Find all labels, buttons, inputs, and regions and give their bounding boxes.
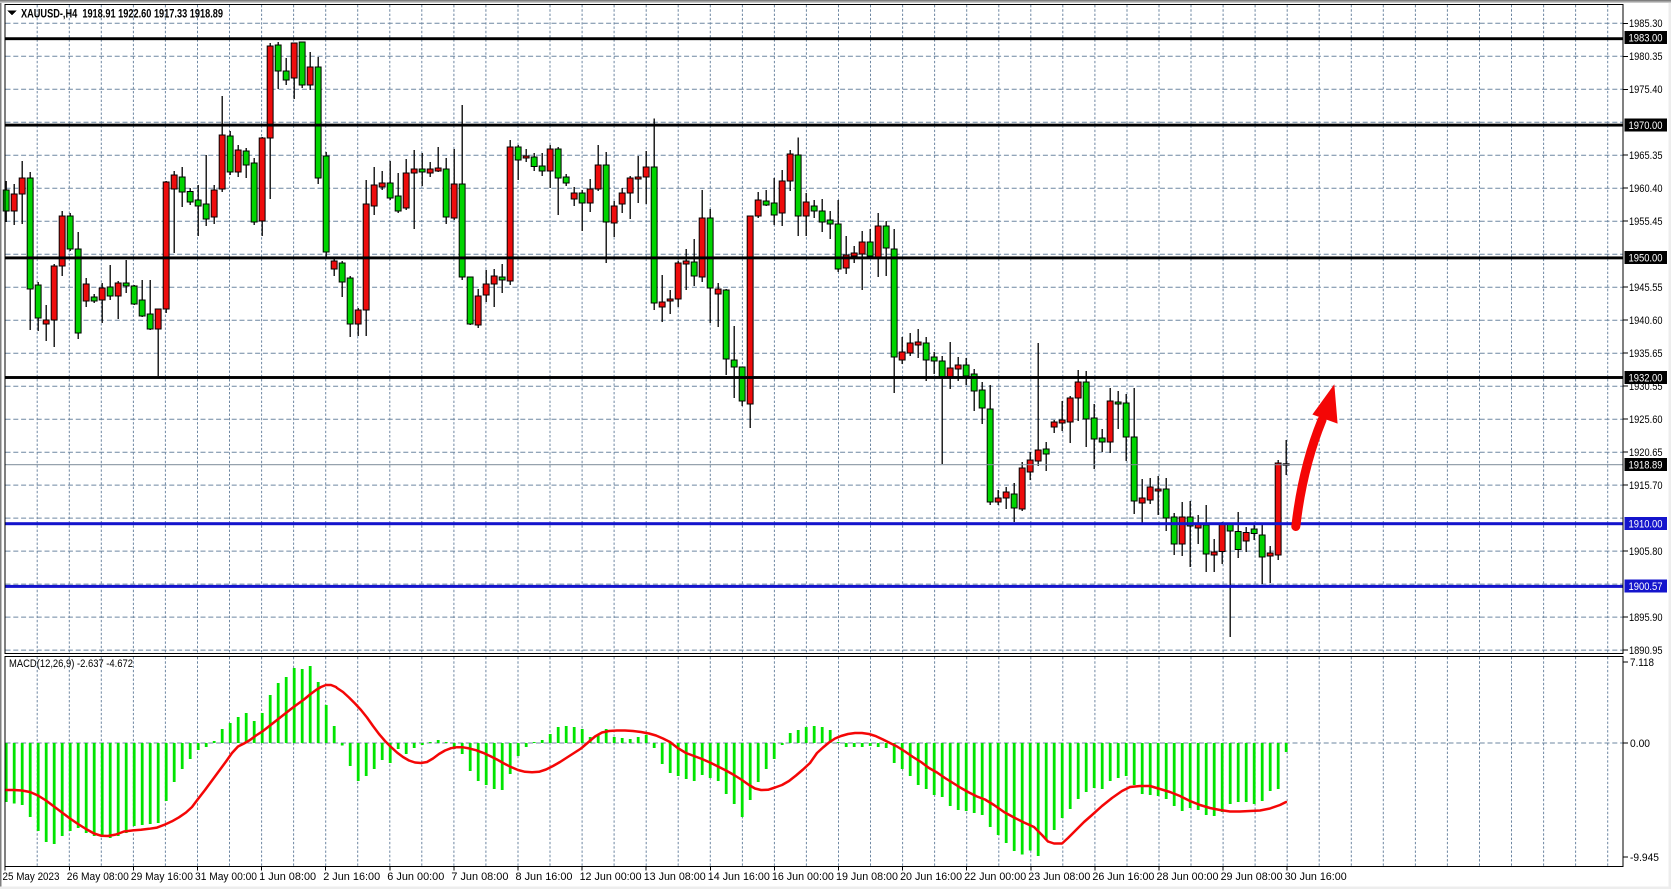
svg-text:1 Jun 08:00: 1 Jun 08:00: [259, 871, 316, 883]
svg-text:1932.00: 1932.00: [1629, 372, 1663, 384]
svg-text:1910.00: 1910.00: [1629, 519, 1663, 531]
svg-text:1935.65: 1935.65: [1629, 348, 1663, 360]
svg-text:29 Jun 08:00: 29 Jun 08:00: [1221, 871, 1283, 883]
svg-text:26 May 08:00: 26 May 08:00: [67, 871, 129, 883]
svg-text:XAUUSD-,H4 1918.91 1922.60 19: XAUUSD-,H4 1918.91 1922.60 1917.33 1918.…: [21, 9, 223, 21]
svg-text:1975.40: 1975.40: [1629, 84, 1663, 96]
svg-text:13 Jun 08:00: 13 Jun 08:00: [644, 871, 706, 883]
svg-text:14 Jun 16:00: 14 Jun 16:00: [708, 871, 770, 883]
svg-text:1918.89: 1918.89: [1629, 460, 1663, 472]
svg-text:-9.945: -9.945: [1630, 852, 1659, 864]
svg-text:12 Jun 00:00: 12 Jun 00:00: [580, 871, 642, 883]
svg-text:31 May 00:00: 31 May 00:00: [195, 871, 257, 883]
svg-text:25 May 2023: 25 May 2023: [3, 871, 60, 883]
svg-text:8 Jun 16:00: 8 Jun 16:00: [516, 871, 573, 883]
svg-text:20 Jun 16:00: 20 Jun 16:00: [900, 871, 962, 883]
svg-text:1970.00: 1970.00: [1629, 120, 1663, 132]
svg-text:7.118: 7.118: [1630, 657, 1654, 669]
svg-text:1960.40: 1960.40: [1629, 183, 1663, 195]
svg-text:7 Jun 08:00: 7 Jun 08:00: [451, 871, 508, 883]
svg-text:1965.35: 1965.35: [1629, 150, 1663, 162]
svg-text:1900.57: 1900.57: [1629, 581, 1663, 593]
svg-text:1940.60: 1940.60: [1629, 315, 1663, 327]
svg-text:2 Jun 16:00: 2 Jun 16:00: [323, 871, 380, 883]
svg-text:1930.55: 1930.55: [1629, 381, 1663, 393]
svg-text:1945.55: 1945.55: [1629, 282, 1663, 294]
svg-text:1985.30: 1985.30: [1629, 18, 1663, 30]
svg-text:1895.90: 1895.90: [1629, 612, 1663, 624]
svg-text:23 Jun 08:00: 23 Jun 08:00: [1028, 871, 1090, 883]
svg-text:16 Jun 00:00: 16 Jun 00:00: [772, 871, 834, 883]
svg-text:1983.00: 1983.00: [1629, 33, 1663, 45]
svg-text:1925.60: 1925.60: [1629, 414, 1663, 426]
svg-text:28 Jun 00:00: 28 Jun 00:00: [1157, 871, 1219, 883]
svg-text:1905.80: 1905.80: [1629, 546, 1663, 558]
svg-text:29 May 16:00: 29 May 16:00: [131, 871, 193, 883]
svg-text:MACD(12,26,9) -2.637 -4.672: MACD(12,26,9) -2.637 -4.672: [9, 658, 133, 670]
svg-text:1950.00: 1950.00: [1629, 253, 1663, 265]
svg-text:22 Jun 00:00: 22 Jun 00:00: [964, 871, 1026, 883]
svg-text:1915.70: 1915.70: [1629, 480, 1663, 492]
svg-text:30 Jun 16:00: 30 Jun 16:00: [1285, 871, 1347, 883]
svg-text:26 Jun 16:00: 26 Jun 16:00: [1092, 871, 1154, 883]
svg-text:6 Jun 00:00: 6 Jun 00:00: [387, 871, 444, 883]
svg-text:1955.45: 1955.45: [1629, 216, 1663, 228]
svg-text:1980.35: 1980.35: [1629, 51, 1663, 63]
svg-text:1920.65: 1920.65: [1629, 447, 1663, 459]
svg-text:1890.95: 1890.95: [1629, 645, 1663, 657]
svg-text:0.00: 0.00: [1630, 738, 1650, 750]
svg-text:19 Jun 08:00: 19 Jun 08:00: [836, 871, 898, 883]
